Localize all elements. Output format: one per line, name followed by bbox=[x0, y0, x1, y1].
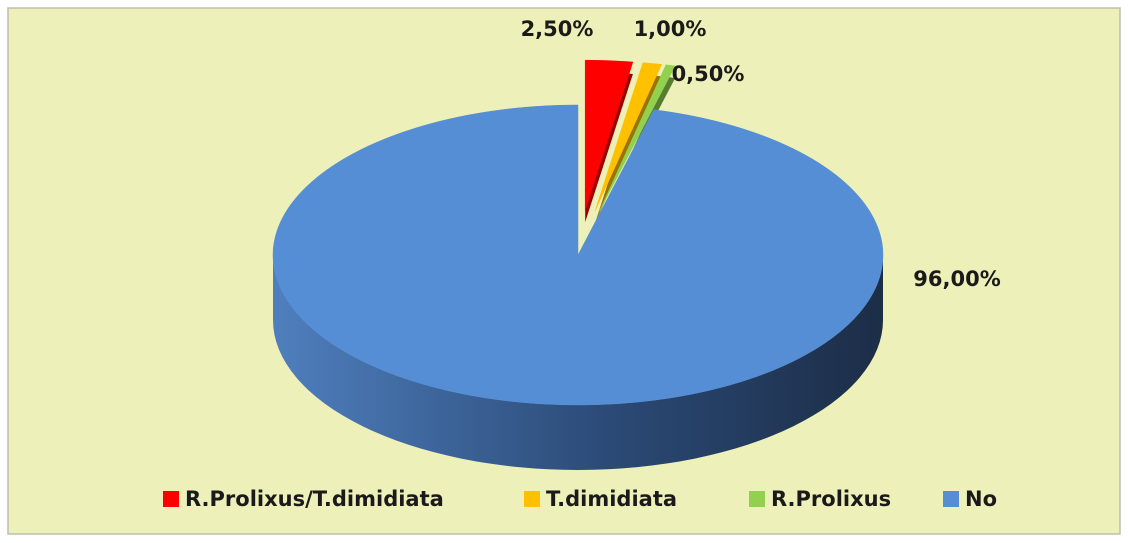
data-label: 1,00% bbox=[634, 17, 707, 41]
pie-slice bbox=[584, 59, 634, 211]
legend-label: R.Prolixus bbox=[771, 487, 891, 511]
data-label: 96,00% bbox=[913, 267, 1000, 291]
legend-label: T.dimidiata bbox=[546, 487, 677, 511]
legend-swatch bbox=[524, 491, 540, 507]
legend-swatch bbox=[749, 491, 765, 507]
pie-slice bbox=[594, 62, 663, 211]
pie-slice-side bbox=[273, 255, 883, 470]
pie-slice bbox=[599, 64, 676, 212]
pie-slice bbox=[272, 104, 884, 406]
legend-swatch bbox=[943, 491, 959, 507]
data-label: 0,50% bbox=[672, 62, 745, 86]
data-label: 2,50% bbox=[521, 17, 594, 41]
legend-swatch bbox=[163, 491, 179, 507]
legend-label: R.Prolixus/T.dimidiata bbox=[185, 487, 444, 511]
legend-label: No bbox=[965, 487, 997, 511]
